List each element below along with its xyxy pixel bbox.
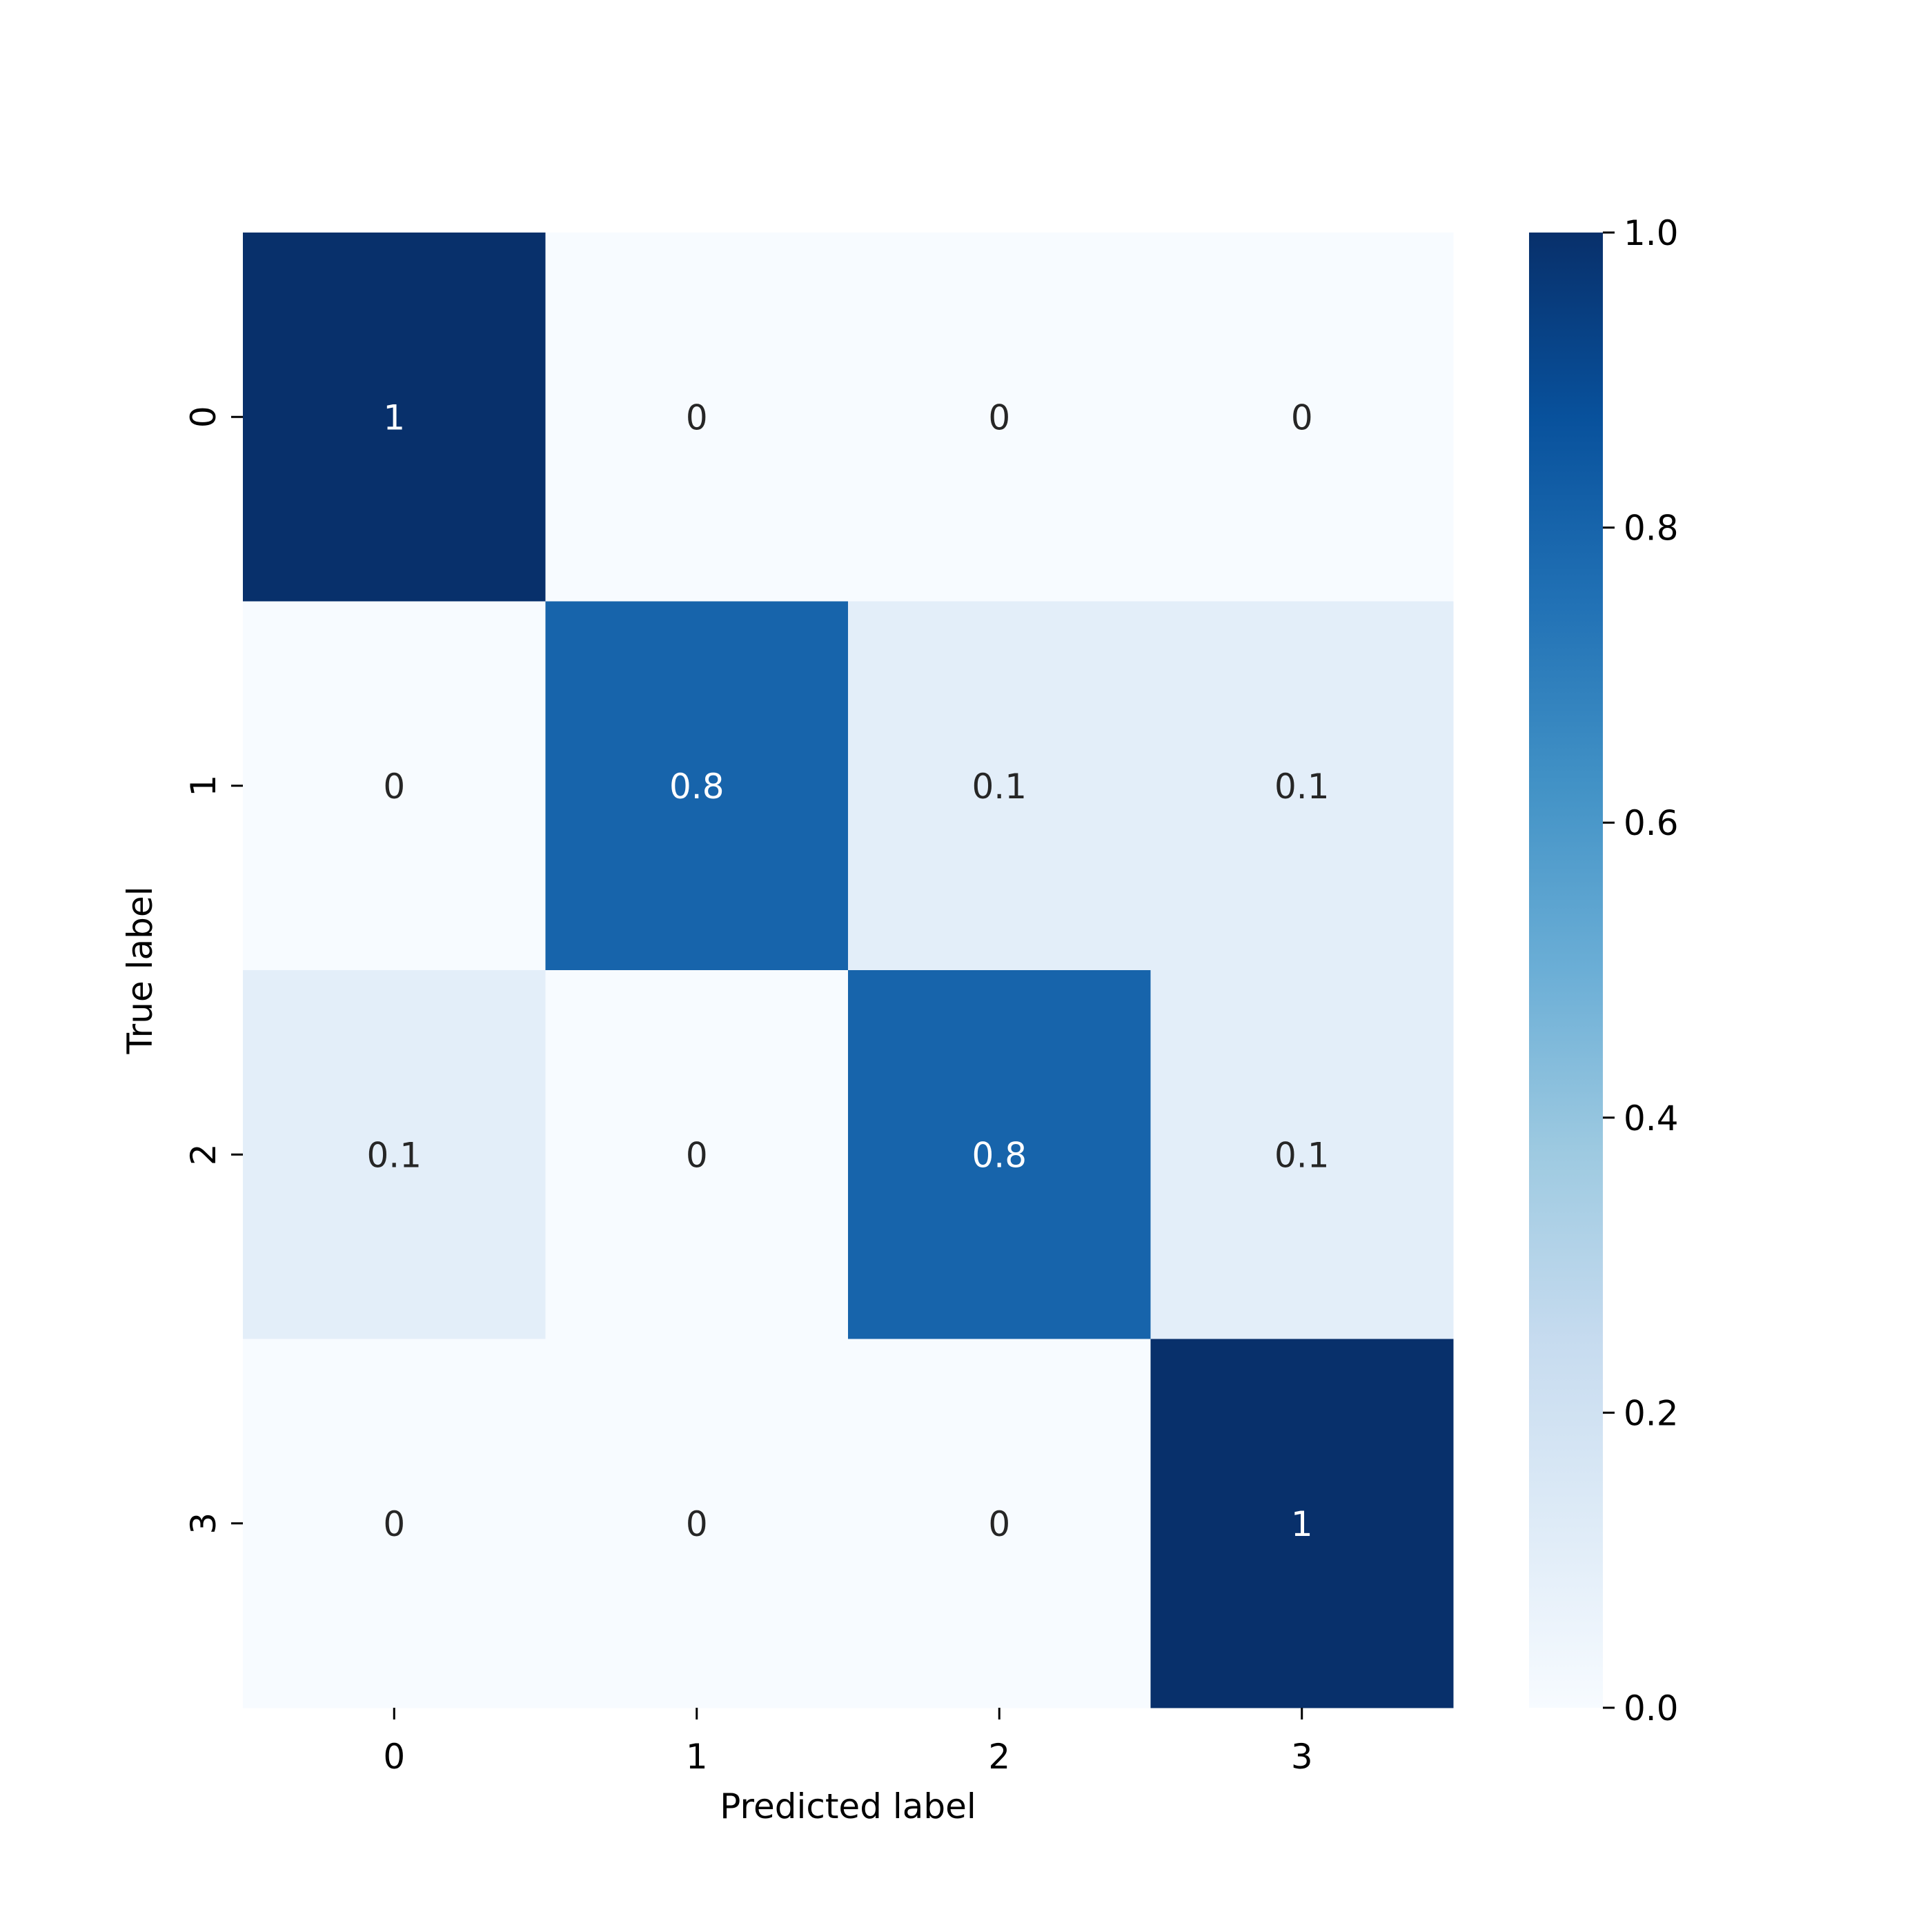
colorbar-gradient: [1529, 233, 1603, 1708]
heatmap-cell: [1150, 1339, 1454, 1708]
colorbar-tick-label: 0.0: [1624, 1688, 1679, 1728]
cell-annotation: 0.1: [366, 1135, 422, 1175]
cell-annotations: 1 0 0 0 0 0.8 0.1 0.1 0.1 0 0.8 0.1 0 0 0 1: [366, 397, 1329, 1544]
heatmap-cell: [545, 233, 849, 602]
heatmap-cell: [848, 970, 1151, 1339]
x-axis: 0 1 2 3: [383, 1708, 1313, 1777]
y-tick-label: 3: [184, 1512, 224, 1535]
cell-annotation: 0: [383, 767, 405, 807]
y-tick-label: 2: [184, 1143, 224, 1165]
cell-annotation: 0.8: [669, 767, 724, 807]
y-axis: 0 1 2 3: [184, 406, 243, 1535]
cell-annotation: 0.1: [1274, 1135, 1330, 1175]
x-tick-label: 1: [686, 1737, 708, 1777]
heatmap-cell: [1150, 233, 1454, 602]
heatmap-cell: [848, 1339, 1151, 1708]
heatmap-cell: [545, 601, 849, 971]
colorbar-tick-label: 1.0: [1624, 213, 1679, 253]
cell-annotation: 0: [686, 397, 708, 437]
heatmap-cell: [243, 970, 546, 1339]
cell-annotation: 0: [686, 1135, 708, 1175]
x-tick-label: 0: [383, 1737, 405, 1777]
colorbar: 0.0 0.2 0.4 0.6 0.8 1.0: [1529, 213, 1679, 1728]
y-tick-label: 0: [184, 406, 224, 428]
heatmap-cell: [243, 1339, 546, 1708]
colorbar-tick-label: 0.8: [1624, 509, 1679, 549]
cell-annotation: 0.1: [972, 767, 1027, 807]
colorbar-tick-label: 0.2: [1624, 1393, 1679, 1433]
cell-annotation: 0: [383, 1504, 405, 1544]
cell-annotation: 0.1: [1274, 767, 1330, 807]
heatmap-cell: [243, 233, 546, 602]
y-tick-label: 1: [184, 775, 224, 797]
heatmap-cell: [1150, 970, 1454, 1339]
cell-annotation: 1: [383, 397, 405, 437]
cell-annotation: 0: [1291, 397, 1313, 437]
x-tick-label: 2: [988, 1737, 1010, 1777]
cell-annotation: 0: [686, 1504, 708, 1544]
cell-annotation: 0.8: [972, 1135, 1027, 1175]
heatmap-cell: [545, 970, 849, 1339]
colorbar-tick-label: 0.6: [1624, 803, 1679, 843]
heatmap-cell: [243, 601, 546, 971]
cell-annotation: 0: [988, 1504, 1010, 1544]
x-tick-label: 3: [1291, 1737, 1313, 1777]
heatmap-cells: [243, 233, 1454, 1708]
x-axis-title: Predicted label: [720, 1786, 976, 1826]
cell-annotation: 0: [988, 397, 1010, 437]
heatmap-cell: [848, 233, 1151, 602]
heatmap-cell: [1150, 601, 1454, 971]
cell-annotation: 1: [1291, 1504, 1313, 1544]
heatmap-cell: [545, 1339, 849, 1708]
colorbar-tick-label: 0.4: [1624, 1098, 1679, 1138]
heatmap-cell: [848, 601, 1151, 971]
y-axis-title: True label: [120, 886, 160, 1054]
